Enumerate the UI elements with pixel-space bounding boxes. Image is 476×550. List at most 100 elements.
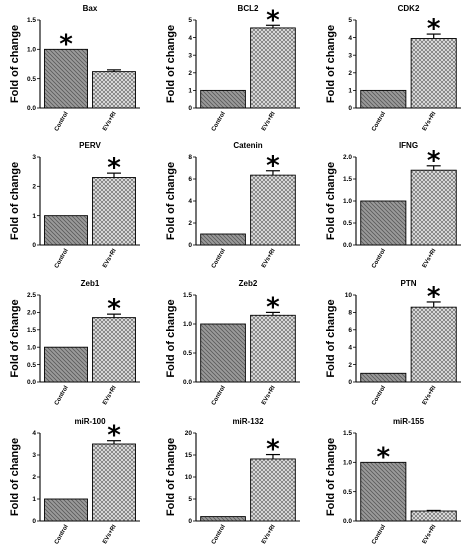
y-tick-label: 4 (348, 35, 352, 42)
x-tick-label: EVs+RI (102, 248, 118, 269)
y-tick-label: 1.0 (27, 344, 36, 351)
bar-evs-ri (410, 38, 457, 109)
y-tick-label: 0 (188, 105, 192, 112)
panel-title: miR-155 (393, 417, 425, 426)
panel-mir-155: miR-155 Fold of change 0.0 0.5 1.0 1.5 * Contro… (325, 417, 461, 545)
panel-zeb1: Zeb1 Fold of change 0.0 0.5 1.0 1.5 2.0 2.5 Cont… (9, 279, 140, 406)
y-tick-label: 2.5 (27, 292, 36, 299)
x-tick-label: EVs+RI (261, 385, 277, 406)
y-tick-label: 0 (188, 242, 192, 249)
panel-title: CDK2 (398, 4, 420, 13)
x-tick-label: Control (54, 385, 70, 407)
y-tick-label: 2 (32, 474, 36, 481)
y-tick-label: 0 (32, 242, 36, 249)
panel-title: BCL2 (238, 4, 259, 13)
bar-evs-ri (250, 27, 296, 109)
bar-evs-ri (410, 510, 457, 522)
y-axis-label: Fold of change (9, 438, 21, 516)
x-tick-label: Control (371, 248, 387, 270)
y-tick-label: 2 (188, 220, 192, 227)
y-tick-label: 4 (188, 198, 192, 205)
y-tick-label: 0 (348, 105, 352, 112)
panel-ptn: PTN Fold of change 0 2 4 6 8 10 Control * EVs+RI (325, 279, 461, 406)
x-tick-label: EVs+RI (261, 111, 277, 132)
y-tick-label: 10 (185, 474, 193, 481)
y-tick-label: 3 (32, 452, 36, 459)
y-axis-label: Fold of change (325, 438, 337, 516)
panel-title: Zeb1 (81, 279, 100, 288)
x-tick-label: Control (371, 524, 387, 546)
significance-star: * (427, 282, 441, 312)
y-tick-label: 1.5 (343, 430, 352, 437)
bar-evs-ri (92, 317, 136, 383)
panel-perv: PERV Fold of change 0 1 2 3 Control * EVs+RI (9, 141, 140, 269)
y-tick-label: 0.0 (183, 379, 192, 386)
y-tick-label: 3 (348, 52, 352, 59)
y-tick-label: 1.0 (27, 47, 36, 54)
y-tick-label: 0.0 (27, 379, 36, 386)
y-tick-label: 4 (32, 430, 36, 437)
y-tick-label: 0 (348, 379, 352, 386)
y-axis-label: Fold of change (9, 25, 21, 103)
y-axis-label: Fold of change (9, 162, 21, 240)
significance-star: * (427, 146, 441, 176)
y-tick-label: 0.5 (183, 350, 192, 357)
panel-title: miR-132 (232, 417, 264, 426)
bar-evs-ri (410, 306, 457, 383)
x-tick-label: EVs+RI (102, 524, 118, 545)
bar-control (44, 498, 88, 522)
significance-star: * (266, 151, 280, 181)
y-tick-label: 6 (348, 327, 352, 334)
x-tick-label: Control (371, 111, 387, 133)
panel-title: miR-100 (74, 417, 106, 426)
bar-evs-ri (250, 458, 296, 522)
x-tick-label: Control (211, 248, 227, 270)
panel-mir-132: miR-132 Fold of change 0 5 10 15 20 Control * EVs… (165, 417, 300, 545)
x-tick-label: Control (211, 524, 227, 546)
panel-title: Catenin (233, 141, 262, 150)
bar-control (360, 89, 407, 109)
y-axis-label: Fold of change (165, 25, 177, 103)
significance-star: * (266, 292, 280, 322)
y-tick-label: 1.0 (343, 460, 352, 467)
panel-ifng: IFNG Fold of change 0.0 0.5 1.0 1.5 2.0 Control… (325, 141, 461, 269)
y-tick-label: 5 (348, 17, 352, 24)
y-axis-label: Fold of change (325, 299, 337, 377)
significance-star: * (266, 5, 280, 35)
significance-star: * (107, 421, 121, 451)
panel-title: Bax (83, 4, 98, 13)
y-tick-label: 1.5 (27, 17, 36, 24)
panel-title: PERV (79, 141, 101, 150)
y-axis-label: Fold of change (325, 162, 337, 240)
y-tick-label: 1.5 (343, 176, 352, 183)
y-tick-label: 3 (32, 154, 36, 161)
y-tick-label: 8 (348, 310, 352, 317)
x-tick-label: Control (211, 111, 227, 133)
y-tick-label: 4 (348, 344, 352, 351)
bar-control (200, 89, 246, 109)
y-tick-label: 10 (345, 292, 353, 299)
y-axis-label: Fold of change (325, 25, 337, 103)
y-tick-label: 0 (32, 518, 36, 525)
y-axis-label: Fold of change (165, 162, 177, 240)
bar-control (44, 215, 88, 246)
y-tick-label: 0.5 (27, 76, 36, 83)
y-tick-label: 2 (348, 70, 352, 77)
panel-catenin: Catenin Fold of change 0 2 4 6 8 Control * EVs+RI (165, 141, 300, 269)
y-tick-label: 8 (188, 154, 192, 161)
y-tick-label: 1.5 (27, 327, 36, 334)
bar-control (360, 200, 407, 246)
bar-control (200, 323, 246, 383)
y-tick-label: 1 (348, 88, 352, 95)
y-tick-label: 5 (188, 17, 192, 24)
significance-star: * (427, 14, 441, 44)
bar-evs-ri (250, 314, 296, 383)
x-tick-label: EVs+RI (422, 111, 438, 132)
y-tick-label: 1 (188, 88, 192, 95)
y-tick-label: 1 (32, 213, 36, 220)
significance-star: * (59, 29, 73, 59)
y-tick-label: 2 (188, 70, 192, 77)
x-tick-label: EVs+RI (261, 248, 277, 269)
y-tick-label: 2 (348, 362, 352, 369)
x-tick-label: Control (371, 385, 387, 407)
